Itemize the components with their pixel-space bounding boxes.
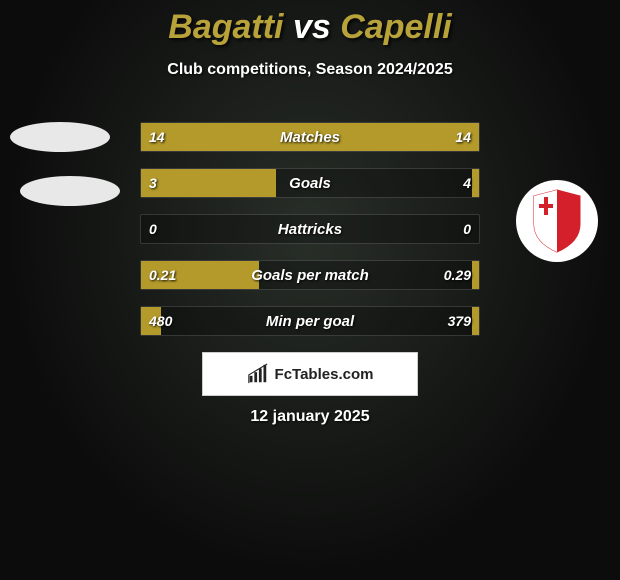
branding-box[interactable]: FcTables.com <box>202 352 418 396</box>
bar-chart-icon <box>247 363 269 385</box>
stats-bars: 1414Matches 34Goals 00Hattricks 0.210.29Goa… <box>140 122 480 352</box>
date-label: 12 january 2025 <box>0 408 620 426</box>
team-crest-right <box>516 180 598 262</box>
stat-label: Hattricks <box>141 215 479 243</box>
player1-name: Bagatti <box>168 8 283 46</box>
stat-label: Goals <box>141 169 479 197</box>
team-badge-left-2 <box>20 176 120 206</box>
stat-row: 34Goals <box>140 168 480 198</box>
vs-label: vs <box>293 8 331 46</box>
stat-row: 1414Matches <box>140 122 480 152</box>
comparison-card: Bagatti vs Capelli Club competitions, Se… <box>0 0 620 580</box>
stat-row: 0.210.29Goals per match <box>140 260 480 290</box>
subtitle: Club competitions, Season 2024/2025 <box>0 61 620 79</box>
stat-label: Matches <box>141 123 479 151</box>
stat-label: Goals per match <box>141 261 479 289</box>
stat-row: 00Hattricks <box>140 214 480 244</box>
stat-row: 480379Min per goal <box>140 306 480 336</box>
branding-text: FcTables.com <box>275 366 374 383</box>
page-title: Bagatti vs Capelli <box>0 0 620 47</box>
team-badge-left-1 <box>10 122 110 152</box>
player2-name: Capelli <box>340 8 451 46</box>
stat-label: Min per goal <box>141 307 479 335</box>
shield-icon <box>530 188 584 254</box>
